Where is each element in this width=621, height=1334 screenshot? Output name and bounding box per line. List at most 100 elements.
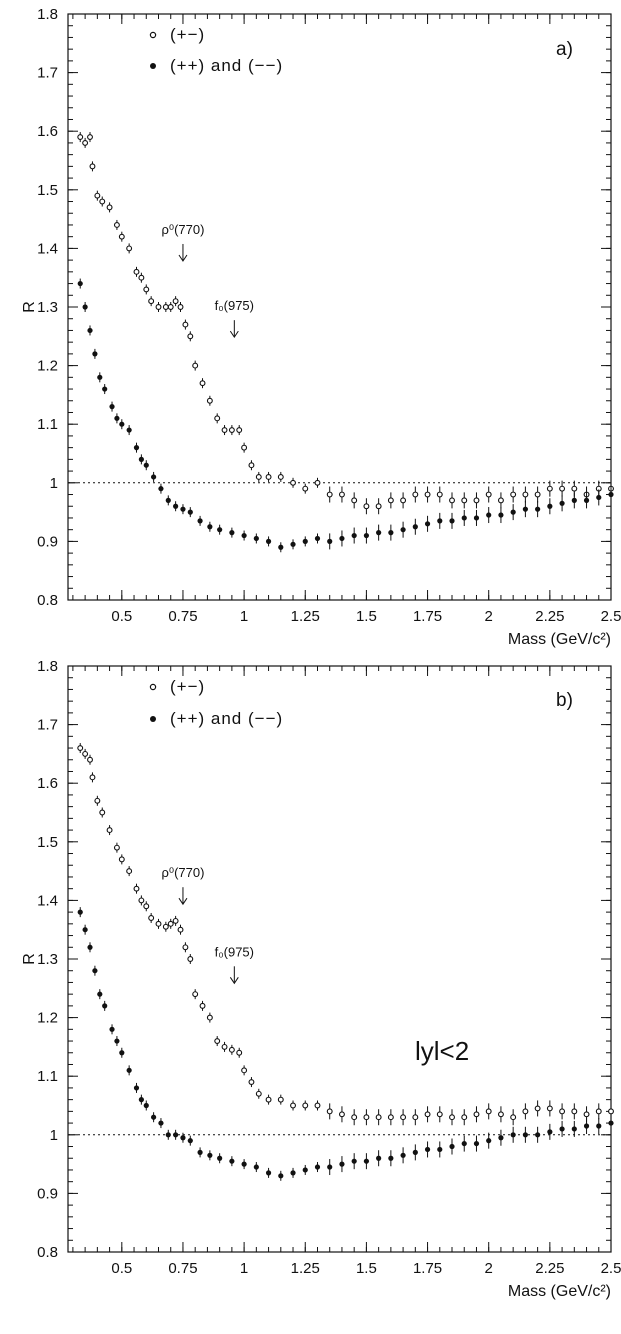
y-tick-label: 1.4 <box>37 240 58 257</box>
data-point-filled <box>559 1126 565 1132</box>
data-point-filled <box>82 304 88 310</box>
data-point-open <box>241 444 248 451</box>
data-point-filled <box>522 506 528 512</box>
x-tick-label: 1.75 <box>413 608 442 625</box>
data-point-filled <box>253 1164 259 1170</box>
y-tick-label: 1.3 <box>37 299 58 316</box>
data-point-filled <box>449 1143 455 1150</box>
x-tick-label: 1.5 <box>356 1260 377 1277</box>
data-point-filled <box>486 1138 492 1144</box>
data-point-filled <box>583 1123 590 1129</box>
data-point-open <box>338 1111 345 1118</box>
y-tick-label: 1.7 <box>37 65 58 82</box>
data-point-filled <box>314 1164 321 1170</box>
x-tick-label: 1 <box>240 1260 248 1277</box>
data-point-open <box>248 462 255 469</box>
x-tick-label: 0.5 <box>111 1260 132 1277</box>
data-point-filled <box>87 944 93 950</box>
data-point-filled <box>265 1170 272 1176</box>
data-point-open <box>182 944 189 951</box>
data-point-open <box>133 885 140 892</box>
data-point-filled <box>278 1173 284 1179</box>
data-point-filled <box>241 532 247 539</box>
data-point-filled <box>327 538 333 545</box>
data-point-open <box>99 809 106 816</box>
data-point-open <box>436 1111 443 1118</box>
panel-label: a) <box>556 39 573 60</box>
data-point-open <box>534 1105 541 1112</box>
data-point-filled <box>229 1158 235 1164</box>
data-point-filled <box>187 1138 193 1144</box>
data-point-filled <box>82 927 88 933</box>
data-point-filled <box>265 538 272 545</box>
x-tick-label: 2.25 <box>535 1260 564 1277</box>
data-point-filled <box>143 1102 149 1109</box>
data-point-filled <box>241 1161 247 1167</box>
data-point-open <box>326 1108 333 1115</box>
data-point-filled <box>217 527 223 533</box>
x-tick-label: 1 <box>240 608 248 625</box>
series-opposite-sign <box>77 132 614 515</box>
data-point-filled <box>473 515 480 521</box>
x-tick-label: 1.25 <box>291 608 320 625</box>
data-point-open <box>192 362 199 369</box>
x-tick-label: 2 <box>485 1260 493 1277</box>
data-point-open <box>228 427 235 434</box>
data-point-filled <box>302 1167 308 1173</box>
y-tick-label: 0.8 <box>37 1244 58 1261</box>
data-point-open <box>473 497 480 504</box>
data-point-filled <box>207 524 213 530</box>
resonance-label: ρ⁰(770) <box>161 222 204 237</box>
data-point-open <box>82 139 89 146</box>
data-point-filled <box>114 415 120 421</box>
data-point-open <box>162 304 169 310</box>
data-point-filled <box>486 512 492 518</box>
data-point-open <box>236 1049 243 1056</box>
data-point-filled <box>535 506 541 512</box>
y-tick-label: 1.1 <box>37 416 58 433</box>
data-point-open <box>148 298 155 305</box>
data-point-filled <box>388 530 394 536</box>
data-point-open <box>206 1014 213 1021</box>
data-point-open <box>236 427 243 434</box>
resonance-arrow-head <box>178 254 188 262</box>
data-point-open <box>595 1108 602 1115</box>
data-point-filled <box>92 351 98 357</box>
data-point-open <box>241 1067 248 1074</box>
data-point-open <box>351 1114 358 1121</box>
data-point-open <box>126 245 133 252</box>
legend-marker-filled <box>150 716 156 722</box>
x-axis-label: Mass (GeV/c²) <box>508 631 611 648</box>
data-point-filled <box>133 1085 140 1091</box>
data-point-open <box>143 903 150 910</box>
data-point-open <box>290 479 296 486</box>
resonance-label: ρ⁰(770) <box>161 865 204 880</box>
data-point-filled <box>133 445 140 451</box>
data-point-open <box>138 274 145 281</box>
y-axis-label: R <box>21 301 38 313</box>
data-point-filled <box>510 1132 516 1138</box>
data-point-filled <box>278 544 284 550</box>
data-point-open <box>497 1111 504 1118</box>
data-point-filled <box>143 462 149 468</box>
data-point-open <box>449 1114 455 1121</box>
y-tick-label: 0.9 <box>37 1185 58 1202</box>
data-point-filled <box>126 1067 132 1073</box>
data-point-open <box>255 473 262 480</box>
data-point-open <box>192 991 199 998</box>
data-point-filled <box>158 486 164 492</box>
data-point-open <box>351 497 358 504</box>
data-point-open <box>375 1114 382 1121</box>
y-tick-label: 1.4 <box>37 892 58 909</box>
data-point-filled <box>596 1123 602 1129</box>
legend-marker-open <box>149 683 157 691</box>
data-point-filled <box>449 518 455 524</box>
data-point-open <box>546 1105 553 1112</box>
data-point-open <box>113 844 120 851</box>
data-point-filled <box>412 524 418 530</box>
data-point-filled <box>114 1038 120 1044</box>
data-point-filled <box>180 506 186 512</box>
y-tick-label: 1 <box>50 475 58 492</box>
data-point-filled <box>327 1164 333 1170</box>
